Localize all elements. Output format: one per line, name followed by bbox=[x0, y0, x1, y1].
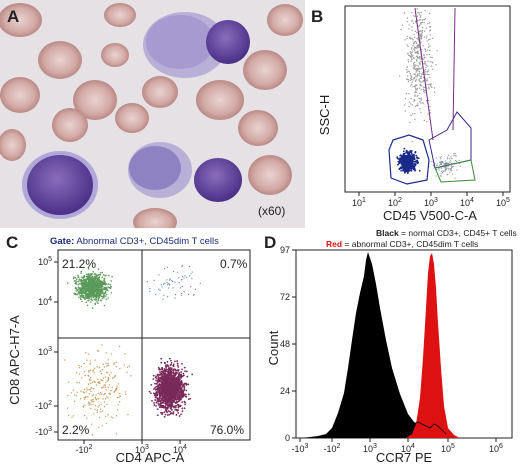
panel-b-xtick: 103 bbox=[424, 197, 438, 208]
legend-black-text: = normal CD3+, CD45+ T cells bbox=[399, 228, 517, 238]
panel-d-ytick: 72 bbox=[280, 292, 290, 302]
panel-d-xtick: 103 bbox=[363, 443, 377, 454]
panel-d-xticks: -103 -102 103 104 105 106 bbox=[292, 438, 503, 454]
panel-c-ytick: -102 bbox=[35, 400, 52, 411]
panel-d-ylabel: Count bbox=[266, 330, 281, 365]
histogram-abnormal-red bbox=[406, 253, 460, 438]
quadrant-ul: 21.2% bbox=[62, 257, 96, 271]
panel-d-ytick: 97 bbox=[280, 245, 290, 255]
panel-c: C Gate: Abnormal CD3+, CD45dim T cells C… bbox=[0, 228, 260, 465]
panel-c-xticks: -102 103 104 bbox=[76, 440, 187, 455]
gate-text: Abnormal CD3+, CD45dim T cells bbox=[74, 236, 219, 247]
legend-black-key: Black bbox=[376, 228, 399, 238]
panel-d-ytick: 0 bbox=[285, 433, 290, 443]
panel-c-gate-title: Gate: Abnormal CD3+, CD45dim T cells bbox=[50, 236, 219, 247]
panel-c-xtick: -102 bbox=[76, 444, 93, 455]
panel-d-yticks: 97 72 48 24 0 bbox=[280, 245, 296, 443]
panel-c-ytick: 105 bbox=[38, 256, 52, 267]
panel-c-ytick: 103 bbox=[38, 346, 52, 357]
panel-b-xtick: 101 bbox=[352, 197, 366, 208]
panel-b-events bbox=[396, 8, 461, 179]
panel-c-ytick: -103 bbox=[35, 426, 52, 437]
blood-smear-image: A (x60) bbox=[0, 0, 305, 236]
panel-b: B SSC-H 101 102 103 104 105 CD45 V500-C-A bbox=[305, 0, 520, 228]
panel-b-xtick: 105 bbox=[496, 197, 510, 208]
panel-b-xlabel: CD45 V500-C-A bbox=[383, 208, 477, 223]
panel-b-label: B bbox=[311, 7, 323, 26]
panel-b-ylabel: SSC-H bbox=[317, 95, 332, 135]
panel-d-xtick: -103 bbox=[292, 443, 309, 454]
gate-label: Gate: bbox=[50, 236, 74, 247]
lymphocytes bbox=[22, 12, 250, 219]
panel-d-xtick: 105 bbox=[441, 443, 455, 454]
gate-purple-lines bbox=[414, 7, 434, 141]
panel-b-xtick: 104 bbox=[460, 197, 474, 208]
panel-c-ylabel: CD8 APC-H7-A bbox=[7, 315, 22, 405]
panel-d: D Black = normal CD3+, CD45+ T cells Red… bbox=[260, 228, 520, 465]
panel-c-xtick: 103 bbox=[135, 444, 149, 455]
panel-c-ytick: 104 bbox=[38, 296, 52, 307]
panel-d-label: D bbox=[264, 233, 276, 252]
panel-d-xlabel: CCR7 PE bbox=[376, 450, 433, 465]
panel-b-xticks: 101 102 103 104 105 bbox=[352, 192, 510, 208]
panel-c-xtick: 104 bbox=[173, 444, 187, 455]
gate-green bbox=[434, 159, 476, 183]
panel-d-xtick: 106 bbox=[489, 443, 503, 454]
quadrant-ur: 0.7% bbox=[220, 257, 248, 271]
panel-d-ytick: 24 bbox=[280, 386, 290, 396]
panel-c-label: C bbox=[6, 233, 18, 252]
histogram-overlay-line bbox=[405, 421, 447, 435]
quadrant-lr: 76.0% bbox=[210, 423, 244, 437]
panel-c-xlabel: CD4 APC-A bbox=[116, 450, 185, 465]
panel-b-xtick: 102 bbox=[388, 197, 402, 208]
panel-d-ytick: 48 bbox=[280, 339, 290, 349]
gate-lymphocytes bbox=[388, 134, 430, 185]
legend-red-text: = abnormal CD3+, CD45dim T cells bbox=[342, 239, 478, 249]
quadrant-ll: 2.2% bbox=[62, 423, 90, 437]
legend-black: Black = normal CD3+, CD45+ T cells bbox=[376, 228, 517, 238]
histogram-normal-black bbox=[302, 252, 440, 438]
panel-a-label: A bbox=[7, 7, 19, 26]
magnification-label: (x60) bbox=[258, 204, 285, 218]
panel-d-xtick: -102 bbox=[324, 443, 341, 454]
panel-d-xtick: 104 bbox=[401, 443, 415, 454]
legend-red-key: Red bbox=[326, 239, 342, 249]
panel-c-events bbox=[64, 264, 201, 436]
panel-a: A (x60) bbox=[0, 0, 305, 236]
panel-c-yticks: 105 104 103 -102 -103 bbox=[35, 256, 58, 437]
legend-red: Red = abnormal CD3+, CD45dim T cells bbox=[326, 239, 478, 249]
